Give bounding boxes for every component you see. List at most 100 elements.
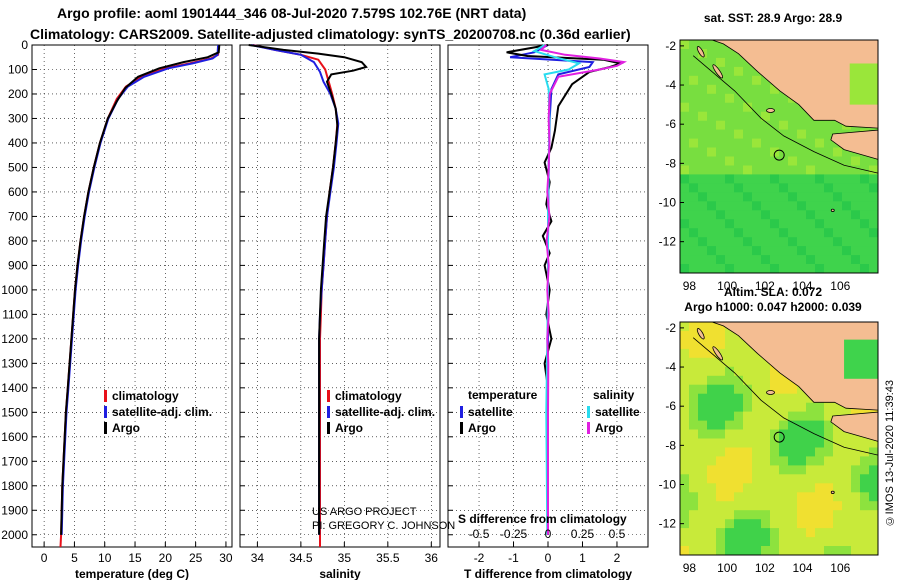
x-tick-label: 20: [159, 551, 173, 565]
map-cell: [860, 465, 870, 475]
map-cell: [716, 528, 726, 538]
map-cell: [806, 528, 816, 538]
map-cell: [788, 111, 798, 122]
map-cell: [698, 156, 708, 166]
map-cell: [761, 438, 771, 448]
map-cell: [833, 456, 843, 466]
map-cell: [698, 322, 708, 332]
map-cell: [734, 492, 744, 502]
legend-label: satellite-adj. clim.: [112, 405, 212, 419]
map-cell: [698, 129, 708, 140]
map-cell: [833, 210, 843, 220]
map-cell: [707, 183, 717, 193]
map-cell: [707, 120, 717, 131]
legend-swatch: [327, 406, 330, 418]
map-cell: [689, 546, 699, 556]
map-cell: [752, 219, 762, 229]
map-cell: [689, 411, 699, 422]
map-cell: [842, 438, 852, 448]
map-cell: [824, 165, 834, 175]
map-cell: [725, 501, 735, 511]
map-cell: [824, 492, 834, 502]
map-cell: [860, 192, 870, 202]
map-cell: [698, 420, 708, 431]
map-cell: [743, 66, 753, 77]
map-cell: [779, 201, 789, 211]
map-cell: [797, 147, 807, 157]
map-cell: [689, 366, 699, 377]
map-cell: [689, 528, 699, 538]
map-cell: [716, 111, 726, 122]
map-cell: [824, 210, 834, 220]
secondary-tick-label: -0.25: [500, 527, 528, 541]
map-cell: [815, 492, 825, 502]
map-cell: [833, 528, 843, 538]
map-cell: [860, 201, 870, 211]
map-cell: [779, 447, 789, 457]
map-cell: [680, 120, 690, 131]
y-tick-label: 1600: [1, 430, 28, 444]
map-cell: [752, 501, 762, 511]
map-cell: [761, 366, 771, 377]
map-cell: [716, 411, 726, 422]
map-cell: [779, 510, 789, 520]
map-cell: [869, 192, 879, 202]
map-cell: [842, 156, 852, 166]
map-cell: [680, 348, 690, 359]
legend-label: climatology: [112, 389, 179, 403]
map-cell: [770, 420, 780, 431]
map-cell: [869, 519, 879, 529]
map-cell: [824, 510, 834, 520]
map-cell: [743, 84, 753, 95]
map-cell: [707, 331, 717, 341]
map-cell: [743, 393, 753, 404]
map-cell: [743, 138, 753, 149]
map-cell: [743, 192, 753, 202]
map-cell: [788, 393, 798, 404]
map-cell: [725, 357, 735, 368]
map-y-tick-label: -2: [665, 321, 676, 335]
map-cell: [734, 156, 744, 166]
depth-contour: [692, 55, 879, 174]
x-tick-label: 34.5: [289, 551, 313, 565]
map-cell: [806, 510, 816, 520]
map-cell: [680, 438, 690, 448]
map-cell: [707, 246, 717, 256]
x-tick-label: 10: [98, 551, 112, 565]
map-cell: [824, 201, 834, 211]
map-cell: [689, 57, 699, 68]
map-cell: [842, 429, 852, 439]
map-cell: [761, 384, 771, 395]
map-cell: [734, 393, 744, 404]
map-cell: [725, 546, 735, 556]
map-cell: [779, 528, 789, 538]
map-cell: [842, 237, 852, 247]
map-cell: [815, 246, 825, 256]
map-cell: [752, 255, 762, 265]
map-cell: [752, 165, 762, 175]
map-cell: [824, 228, 834, 238]
map-cell: [851, 438, 861, 448]
map-cell: [689, 192, 699, 202]
map-cell: [707, 393, 717, 404]
map-cell: [743, 402, 753, 413]
y-tick-label: 800: [8, 234, 28, 248]
map-cell: [716, 57, 726, 68]
map-cell: [734, 366, 744, 377]
map-cell: [860, 174, 870, 184]
map-cell: [752, 474, 762, 484]
map-cell: [698, 528, 708, 538]
map-cell: [797, 156, 807, 166]
map-cell: [725, 174, 735, 184]
map-cell: [698, 366, 708, 377]
map-cell: [761, 201, 771, 211]
map-cell: [689, 174, 699, 184]
map-cell: [770, 183, 780, 193]
y-tick-label: 200: [8, 87, 28, 101]
map-cell: [680, 366, 690, 377]
map-cell: [689, 237, 699, 247]
map-cell: [752, 384, 762, 395]
map-cell: [734, 483, 744, 493]
map-cell: [815, 228, 825, 238]
map-cell: [806, 537, 816, 547]
